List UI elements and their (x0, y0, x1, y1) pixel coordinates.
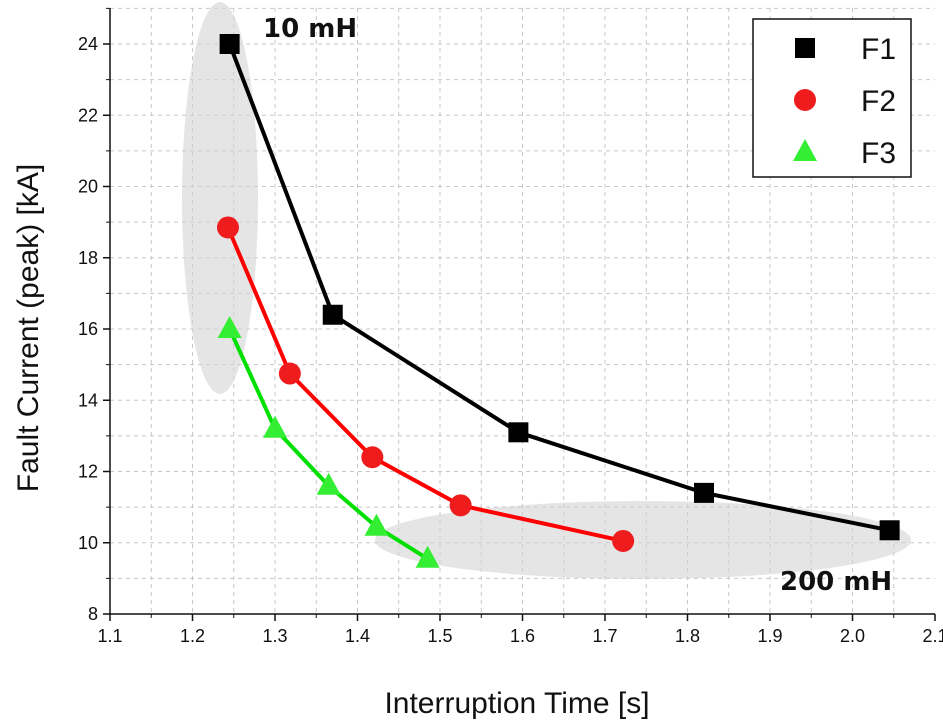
y-tick-label: 22 (78, 105, 98, 125)
data-point-f2 (449, 494, 472, 517)
x-tick-label: 1.7 (592, 626, 617, 646)
y-tick-label: 14 (78, 390, 98, 410)
y-axis-title: Fault Current (peak) [kA] (12, 164, 45, 492)
series-f1 (219, 34, 900, 541)
legend-marker-f1 (795, 38, 815, 58)
data-point-f1 (219, 34, 240, 54)
legend-box (752, 18, 912, 178)
data-point-f1 (879, 520, 900, 541)
x-tick-label: 1.4 (345, 626, 370, 646)
legend: F1 F2 F3 (752, 18, 912, 178)
series-layer (216, 34, 900, 568)
x-tick-label: 1.8 (675, 626, 700, 646)
data-point-f2 (216, 216, 239, 239)
y-tick-label: 8 (88, 604, 98, 624)
highlight-200mh (375, 501, 911, 579)
y-tick-label: 10 (78, 533, 98, 553)
legend-label-f2: F2 (861, 85, 896, 118)
x-tick-label: 1.6 (510, 626, 535, 646)
y-tick-label: 24 (78, 34, 98, 54)
x-tick-label: 1.1 (97, 626, 122, 646)
data-point-f2 (278, 362, 301, 385)
legend-marker-f2 (794, 89, 816, 111)
data-point-f1 (322, 304, 343, 325)
series-f3 (217, 316, 440, 568)
x-tick-label: 2.1 (922, 626, 943, 646)
axes (103, 7, 936, 621)
annotation-10mh: 10 mH (263, 14, 357, 44)
data-point-f1 (694, 482, 714, 503)
highlight-regions (182, 2, 911, 579)
y-tick-label: 12 (78, 462, 98, 482)
y-tick-label: 18 (78, 248, 98, 268)
series-f2 (216, 216, 635, 552)
x-axis-title: Interruption Time [s] (384, 687, 649, 720)
data-point-f2 (361, 446, 384, 469)
data-point-f3 (316, 472, 341, 495)
data-point-f3 (217, 316, 242, 338)
x-tick-label: 1.9 (757, 626, 782, 646)
x-tick-label: 2.0 (840, 626, 865, 646)
data-point-f1 (508, 422, 529, 443)
x-tick-label: 1.5 (427, 626, 452, 646)
y-tick-label: 20 (78, 177, 98, 197)
annotation-200mh: 200 mH (780, 567, 892, 597)
data-point-f2 (612, 529, 635, 552)
legend-label-f1: F1 (861, 33, 896, 66)
y-tick-label: 16 (78, 319, 98, 339)
data-point-f3 (364, 513, 389, 536)
x-tick-label: 1.2 (180, 626, 205, 646)
data-point-f3 (415, 545, 440, 568)
x-tick-label: 1.3 (262, 626, 287, 646)
highlight-10mh (182, 2, 258, 394)
legend-marker-f3 (793, 139, 817, 161)
tick-labels: 1.1 1.2 1.3 1.4 1.5 1.6 1.7 1.8 1.9 2.0 2.1 8 10 12 14… (78, 34, 943, 646)
data-point-f3 (263, 415, 287, 438)
legend-label-f3: F3 (861, 137, 896, 170)
